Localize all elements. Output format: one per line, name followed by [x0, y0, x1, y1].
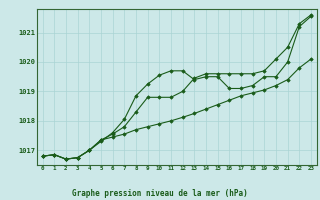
Text: Graphe pression niveau de la mer (hPa): Graphe pression niveau de la mer (hPa)	[72, 189, 248, 198]
